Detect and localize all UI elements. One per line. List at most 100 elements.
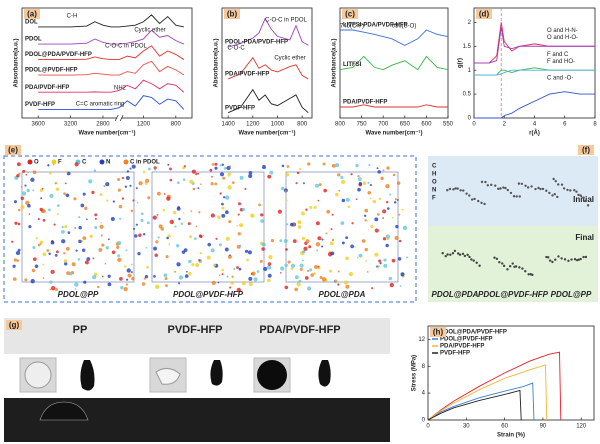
atom bbox=[292, 239, 297, 244]
legend-label: F and HO- bbox=[547, 59, 575, 65]
atom bbox=[74, 288, 77, 291]
atom bbox=[230, 281, 234, 285]
atom bbox=[30, 177, 35, 182]
x-tick-label: 60 bbox=[501, 424, 508, 430]
atom bbox=[105, 182, 110, 187]
atom bbox=[287, 260, 291, 264]
x-tick-label: 2800 bbox=[96, 122, 110, 128]
atom bbox=[32, 170, 37, 175]
atom bbox=[15, 250, 21, 256]
atom bbox=[497, 187, 500, 191]
panel-label: (d) bbox=[479, 10, 490, 19]
atom bbox=[111, 250, 116, 255]
atom bbox=[94, 225, 98, 230]
atom bbox=[534, 187, 537, 191]
state-label: Initial bbox=[573, 195, 594, 204]
atom bbox=[383, 263, 388, 268]
series-line bbox=[38, 60, 185, 76]
atom bbox=[584, 199, 587, 203]
atom bbox=[306, 269, 310, 273]
y-axis-label: Stress (MPa) bbox=[412, 355, 418, 391]
atom bbox=[357, 187, 361, 192]
atom bbox=[577, 258, 580, 261]
atom bbox=[368, 163, 371, 167]
atom bbox=[101, 243, 105, 247]
atom bbox=[459, 189, 462, 192]
atom bbox=[213, 263, 217, 267]
atom bbox=[322, 162, 326, 166]
atom bbox=[569, 189, 572, 192]
atom bbox=[531, 273, 534, 277]
atom bbox=[156, 191, 161, 196]
y-tick-label: 1.5 bbox=[463, 44, 472, 50]
atom bbox=[197, 172, 200, 175]
atom bbox=[444, 254, 447, 258]
atom bbox=[20, 185, 23, 188]
atom bbox=[270, 239, 275, 243]
atom bbox=[202, 234, 205, 236]
atom bbox=[506, 268, 509, 271]
atom bbox=[358, 177, 362, 181]
atom bbox=[61, 239, 66, 244]
atom bbox=[470, 198, 474, 201]
atom bbox=[172, 210, 177, 215]
atom bbox=[380, 176, 384, 181]
atom bbox=[186, 270, 188, 273]
atom bbox=[341, 198, 346, 203]
atom bbox=[562, 187, 566, 190]
atom bbox=[554, 258, 557, 261]
atom bbox=[341, 241, 345, 245]
atom bbox=[323, 188, 327, 193]
atom bbox=[526, 186, 530, 189]
atom bbox=[116, 245, 120, 249]
atom bbox=[217, 215, 221, 219]
atom bbox=[126, 268, 131, 273]
sample-label: PDA/PVDF-HFP bbox=[259, 324, 340, 336]
atom bbox=[83, 280, 87, 284]
atom bbox=[502, 186, 505, 189]
atom bbox=[71, 262, 76, 267]
y-tick-label: 0 bbox=[468, 116, 472, 122]
atom bbox=[456, 187, 459, 190]
atom bbox=[64, 225, 68, 229]
atom bbox=[268, 255, 273, 260]
atom bbox=[248, 173, 253, 179]
atom bbox=[365, 260, 368, 262]
atom bbox=[391, 258, 396, 263]
atom bbox=[99, 224, 104, 229]
atom bbox=[229, 254, 231, 257]
atom bbox=[267, 265, 272, 270]
atom bbox=[484, 180, 487, 184]
atom bbox=[131, 276, 135, 281]
atom bbox=[366, 271, 369, 273]
atom bbox=[237, 232, 241, 236]
atom bbox=[345, 197, 350, 202]
atom bbox=[319, 275, 323, 280]
atom bbox=[551, 194, 554, 197]
atom bbox=[207, 242, 212, 247]
atom bbox=[530, 185, 533, 188]
atom bbox=[73, 197, 77, 201]
atom bbox=[304, 276, 309, 280]
atom bbox=[20, 196, 25, 201]
atom bbox=[377, 213, 380, 216]
x-tick-label: 8 bbox=[593, 122, 597, 128]
atom bbox=[473, 197, 476, 201]
atom bbox=[486, 184, 489, 187]
atom bbox=[12, 264, 16, 268]
atom bbox=[520, 182, 524, 186]
atom bbox=[305, 208, 308, 211]
atom bbox=[297, 225, 302, 229]
atom bbox=[164, 277, 168, 281]
atom bbox=[301, 236, 306, 241]
atom bbox=[16, 174, 20, 178]
atom bbox=[247, 250, 252, 255]
atom bbox=[267, 262, 272, 266]
atom bbox=[284, 285, 289, 290]
atom bbox=[100, 234, 103, 237]
series-line bbox=[474, 91, 595, 119]
atom bbox=[338, 189, 341, 192]
atom bbox=[103, 185, 106, 188]
atom bbox=[65, 247, 70, 251]
atom bbox=[140, 212, 144, 216]
